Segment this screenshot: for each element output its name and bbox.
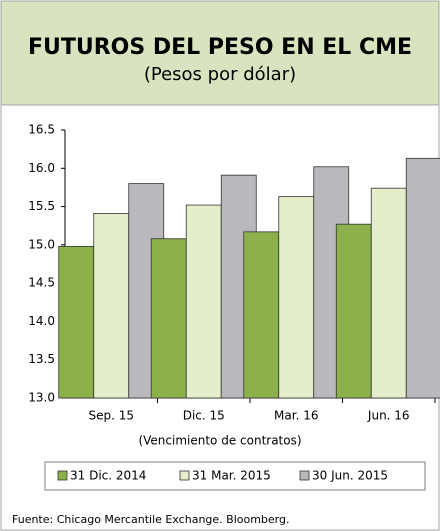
bar — [58, 245, 95, 399]
y-tick-label: 14.5 — [28, 276, 55, 290]
y-tick-label: 16.0 — [28, 161, 55, 175]
x-tick-label: Mar. 16 — [274, 409, 318, 423]
bar — [93, 213, 130, 399]
legend-label: 31 Dic. 2014 — [70, 469, 146, 483]
legend-swatch — [57, 470, 68, 481]
x-tick-label: Jun. 16 — [367, 409, 410, 423]
y-tick-label: 13.5 — [28, 352, 55, 366]
header — [0, 0, 440, 106]
y-tick-label: 13.0 — [28, 391, 55, 405]
y-tick-label: 15.5 — [28, 199, 55, 213]
chart-title: FUTUROS DEL PESO EN EL CME — [28, 35, 412, 60]
x-tick-label: Sep. 15 — [88, 409, 134, 423]
bar — [278, 196, 315, 399]
bar — [243, 231, 280, 399]
bar — [335, 223, 372, 399]
y-tick-label: 15.0 — [28, 237, 55, 251]
y-tick-label: 14.0 — [28, 314, 55, 328]
chart-subtitle: (Pesos por dólar) — [144, 64, 296, 85]
legend-box — [44, 461, 426, 491]
bar — [370, 187, 407, 399]
x-tick-label: Dic. 15 — [183, 409, 225, 423]
y-tick-label: 16.5 — [28, 123, 55, 137]
legend-label: 31 Mar. 2015 — [192, 469, 271, 483]
x-axis-label: (Vencimiento de contratos) — [138, 434, 301, 448]
legend-swatch — [299, 470, 310, 481]
legend-label: 30 Jun. 2015 — [312, 469, 388, 483]
bar — [150, 238, 187, 399]
bar — [405, 157, 440, 399]
source: Fuente: Chicago Mercantile Exchange. Blo… — [12, 513, 290, 526]
bar — [185, 204, 222, 399]
legend-swatch — [179, 470, 190, 481]
